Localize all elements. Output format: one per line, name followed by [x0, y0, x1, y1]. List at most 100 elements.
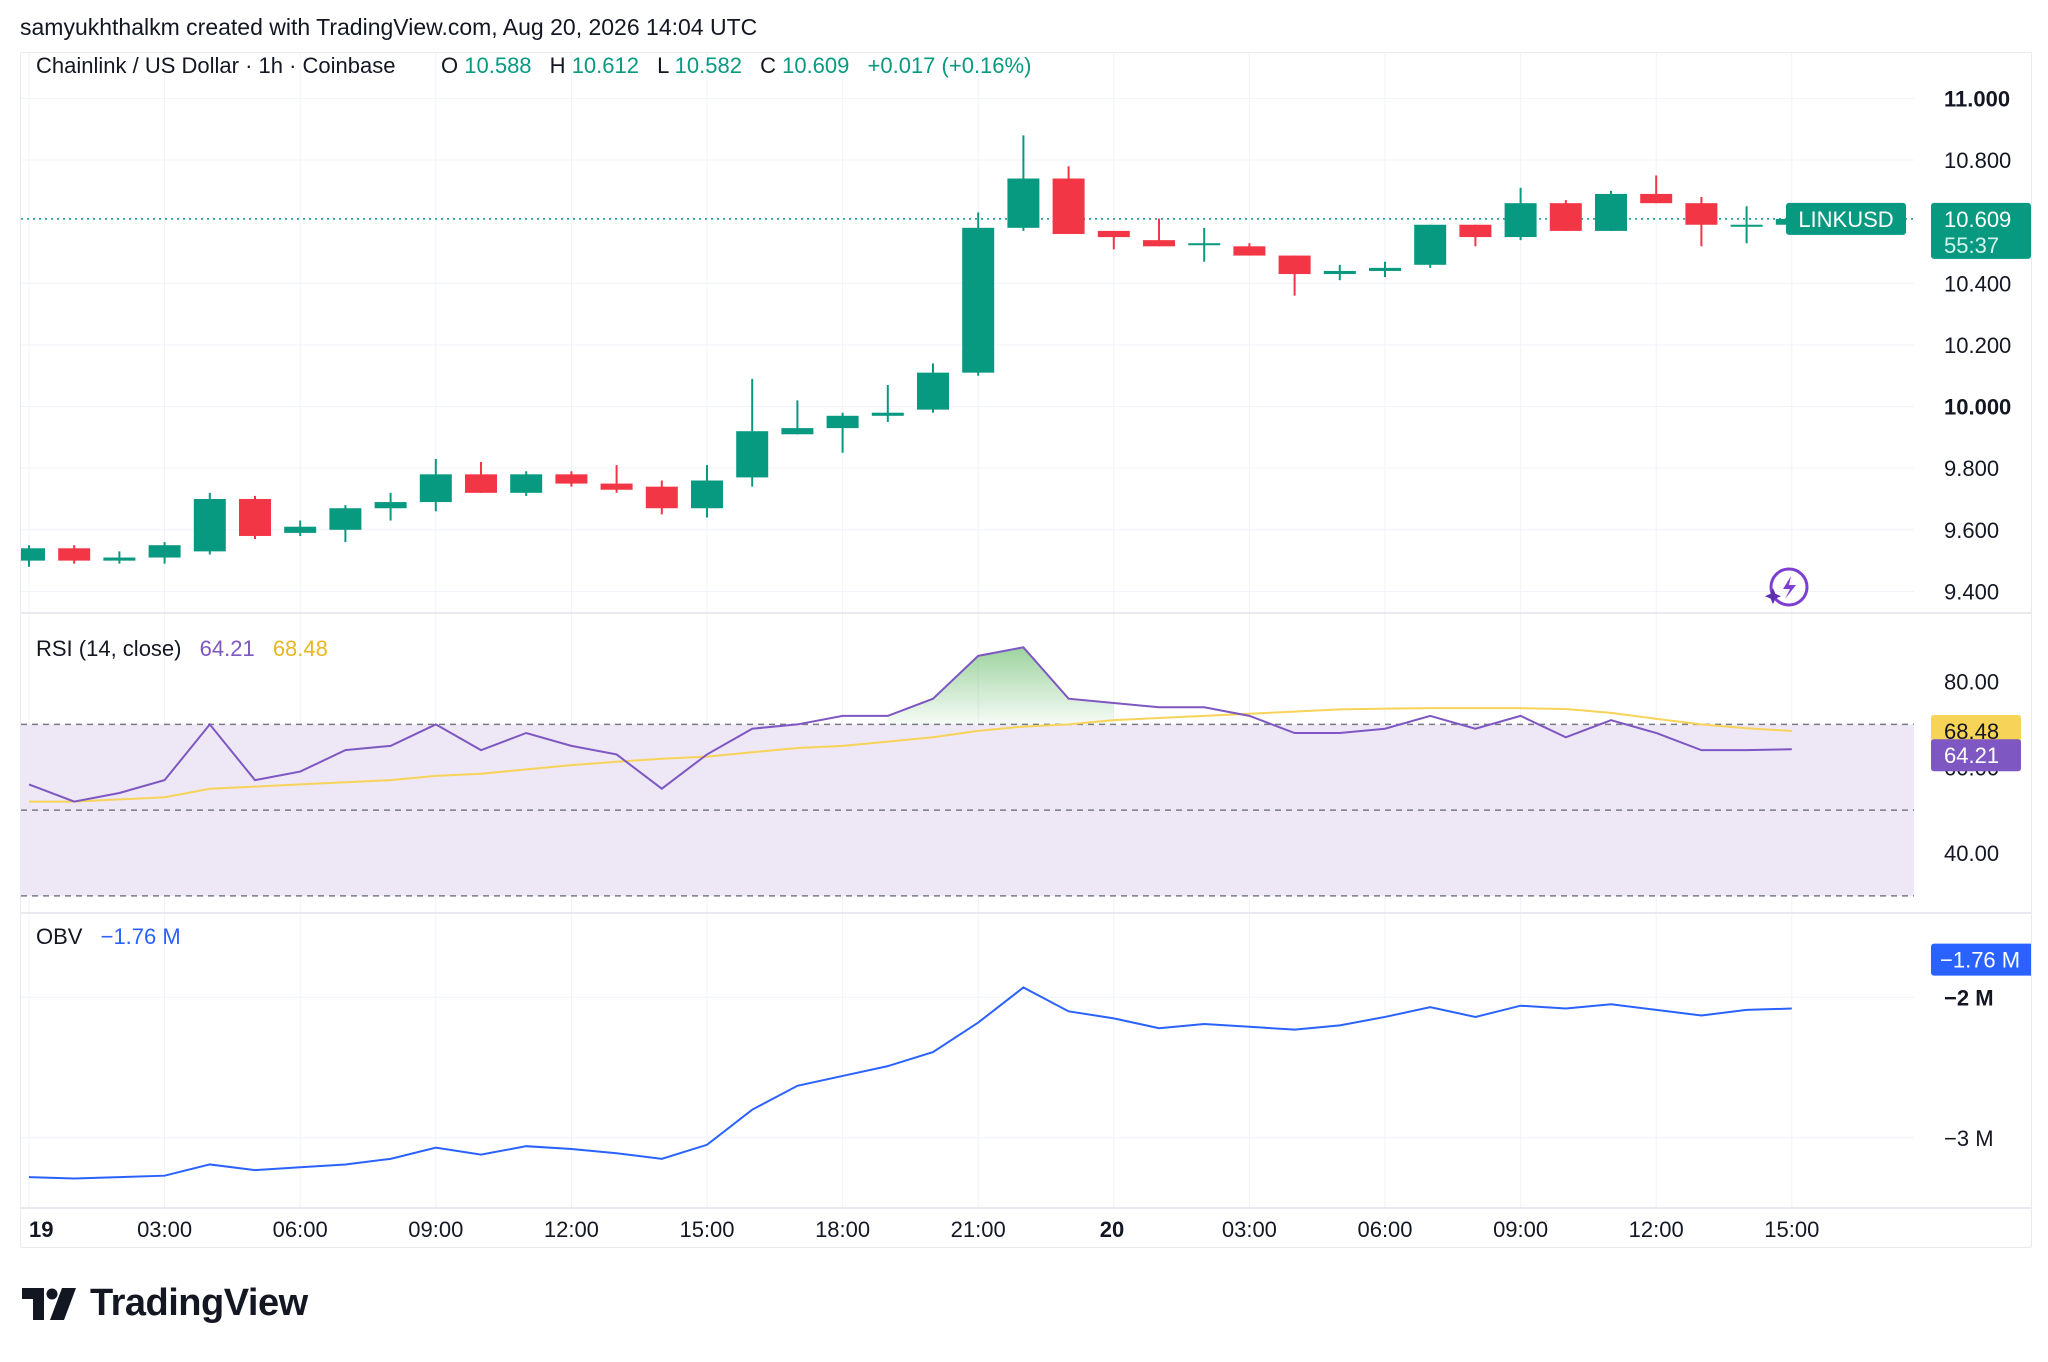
- ticker-tag-label: LINKUSD: [1798, 207, 1893, 232]
- candle-body: [962, 227, 995, 373]
- last-price-label: 10.609: [1944, 207, 2011, 232]
- rsi-ma-line: [29, 707, 1792, 803]
- time-axis-label: 20: [1100, 1217, 1124, 1242]
- candle-body: [917, 372, 949, 410]
- countdown-label: 55:37: [1944, 233, 1999, 258]
- ohlc-high-label: H: [550, 53, 566, 78]
- time-axis-label: 06:00: [1357, 1217, 1412, 1242]
- candle-body: [691, 480, 723, 509]
- time-axis-label: 19: [29, 1217, 53, 1242]
- candle-body: [193, 498, 226, 552]
- chart-container[interactable]: 11.000 10.800 10.400 10.200 10.000 9.800 9.600…: [20, 52, 2032, 1248]
- rsi-legend: RSI (14, close) 64.21 68.48: [36, 636, 328, 661]
- price-axis-label: 10.200: [1944, 333, 2011, 358]
- candle-body: [465, 474, 497, 493]
- candle-body: [374, 502, 407, 509]
- candle-body: [1143, 240, 1175, 247]
- candle-body: [645, 486, 678, 509]
- candle-body: [781, 428, 814, 435]
- candle-body: [1097, 230, 1130, 238]
- time-axis-label: 09:00: [408, 1217, 463, 1242]
- candle-body: [58, 548, 91, 561]
- time-axis-label: 12:00: [1629, 1217, 1684, 1242]
- price-axis-label: 9.400: [1944, 579, 1999, 604]
- obv-axis-label: −2 M: [1944, 985, 1994, 1010]
- price-axis-label: 10.000: [1944, 395, 2011, 420]
- rsi-overbought-fill: [887, 647, 1114, 725]
- obv-title: OBV: [36, 924, 83, 949]
- time-axis-label: 12:00: [544, 1217, 599, 1242]
- time-axis-label: 15:00: [1764, 1217, 1819, 1242]
- rsi-axis-label: 40.00: [1944, 841, 1999, 866]
- candle-body: [1685, 203, 1718, 225]
- candle-body: [555, 474, 588, 484]
- price-axis-label: 10.800: [1944, 148, 2011, 173]
- time-axis-label: 06:00: [273, 1217, 328, 1242]
- candle-body: [1188, 243, 1221, 246]
- candle-body: [1459, 224, 1492, 238]
- candle-body: [1052, 178, 1085, 234]
- tradingview-logo[interactable]: TradingView: [22, 1282, 308, 1325]
- price-axis-label: 9.600: [1944, 518, 1999, 543]
- ohlc-open-label: O: [441, 53, 458, 78]
- ticker-tag: [1786, 202, 1906, 235]
- candle-body: [1369, 267, 1401, 271]
- time-axis-label: 21:00: [951, 1217, 1006, 1242]
- chart-credit-line: samyukhthalkm created with TradingView.c…: [20, 14, 758, 40]
- price-axis-label: 11.000: [1944, 86, 2010, 111]
- candle-body: [736, 431, 769, 478]
- tradingview-logo-icon: [22, 1287, 76, 1320]
- time-axis-label: 15:00: [679, 1217, 734, 1242]
- obv-axis-label: −3 M: [1944, 1126, 1994, 1151]
- ohlc-readout: O 10.588 H 10.612 L 10.582 C 10.609 +0.0…: [441, 53, 1031, 78]
- candle-body: [284, 526, 317, 533]
- chart-canvas[interactable]: 11.000 10.800 10.400 10.200 10.000 9.800 9.600…: [21, 53, 2031, 1247]
- candle-body: [21, 548, 45, 561]
- rsi-tag-label: 64.21: [1944, 743, 1999, 768]
- tradingview-wordmark: TradingView: [90, 1282, 308, 1324]
- candle-body: [1278, 255, 1311, 275]
- obv-line: [28, 986, 1792, 1180]
- ai-assistant-icon[interactable]: [1765, 567, 1809, 607]
- candle-body: [1414, 224, 1447, 265]
- ohlc-low-label: L: [657, 53, 669, 78]
- candle-body: [871, 412, 904, 416]
- obv-tag-label: −1.76 M: [1940, 948, 2020, 973]
- time-axis-label: 03:00: [1222, 1217, 1277, 1242]
- last-price-tag: [1931, 202, 2031, 259]
- candle-body: [103, 557, 136, 561]
- price-axis-label: 10.400: [1944, 271, 2011, 296]
- rsi-ma-tag: [1931, 714, 2021, 747]
- price-axis-label: 9.800: [1944, 456, 1999, 481]
- obv-tag: [1931, 943, 2031, 976]
- candle-body: [1323, 270, 1356, 275]
- rsi-title: RSI (14, close): [36, 636, 182, 661]
- candle-body: [1233, 246, 1266, 256]
- ohlc-change-value: +0.017 (+0.16%): [868, 53, 1032, 78]
- rsi-axis-label: 80.00: [1944, 670, 1999, 695]
- candle-body: [600, 483, 633, 490]
- candle-body: [1007, 178, 1040, 228]
- candle-body: [510, 474, 543, 493]
- time-axis-label: 09:00: [1493, 1217, 1548, 1242]
- candle-body: [1504, 203, 1537, 238]
- rsi-value: 64.21: [200, 636, 255, 661]
- ohlc-close-value: 10.609: [782, 53, 849, 78]
- candle-body: [1595, 193, 1627, 231]
- candle-body: [419, 474, 452, 503]
- candle-body: [1640, 193, 1673, 204]
- ohlc-low-value: 10.582: [675, 53, 742, 78]
- rsi-line: [28, 646, 1792, 803]
- ohlc-high-value: 10.612: [572, 53, 639, 78]
- ohlc-open-value: 10.588: [464, 53, 531, 78]
- obv-legend: OBV −1.76 M: [36, 924, 181, 949]
- candle-body: [239, 498, 271, 536]
- time-axis-label: 03:00: [137, 1217, 192, 1242]
- candle-body: [329, 508, 362, 530]
- rsi-ma-value: 68.48: [273, 636, 328, 661]
- obv-value: −1.76 M: [101, 924, 181, 949]
- rsi-tag: [1931, 739, 2021, 772]
- candle-body: [148, 545, 181, 558]
- symbol-title: Chainlink / US Dollar · 1h · Coinbase: [36, 53, 396, 78]
- time-axis-label: 18:00: [815, 1217, 870, 1242]
